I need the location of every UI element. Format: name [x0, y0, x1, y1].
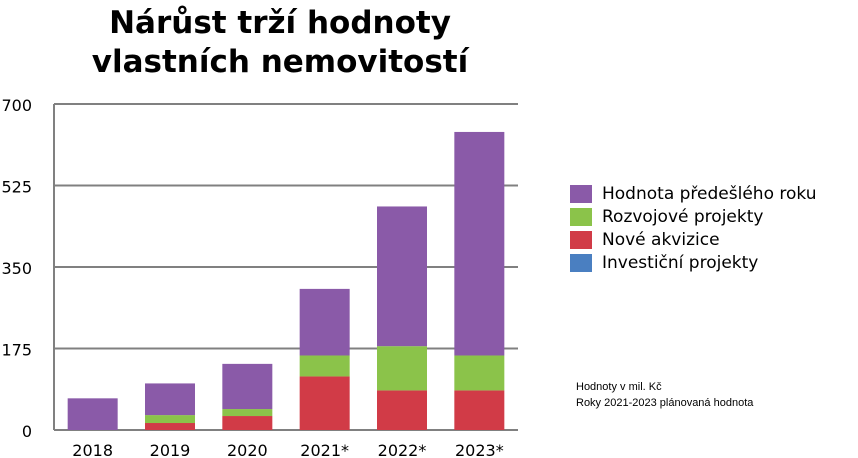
- bar-segment: [145, 423, 195, 430]
- bar-segment: [299, 355, 350, 377]
- x-tick-label: 2019: [150, 441, 191, 458]
- x-tick-label: 2022*: [378, 441, 427, 458]
- legend-item: Hodnota předešlého roku: [570, 182, 816, 205]
- bar-segment: [377, 346, 427, 391]
- legend-swatch: [570, 207, 592, 226]
- legend-swatch: [570, 230, 592, 249]
- bar-segment: [145, 383, 195, 416]
- legend-label: Investiční projekty: [602, 252, 759, 273]
- chart-legend: Hodnota předešlého roku Rozvojové projek…: [570, 182, 816, 274]
- chart-title-line-1: Nárůst trží hodnoty: [109, 5, 451, 41]
- legend-label: Hodnota předešlého roku: [602, 183, 817, 204]
- x-tick-label: 2018: [72, 441, 113, 458]
- bar-segment: [454, 390, 505, 430]
- x-tick-label: 2021*: [300, 441, 349, 458]
- legend-label: Nové akvizice: [602, 229, 720, 250]
- y-tick-label: 700: [1, 96, 32, 115]
- x-tick-label: 2020: [227, 441, 268, 458]
- bar-segment: [145, 415, 195, 424]
- note-planned-years: Roky 2021-2023 plánovaná hodnota: [576, 397, 754, 409]
- legend-swatch: [570, 184, 592, 203]
- bar-segment: [299, 376, 350, 430]
- bar-segment: [222, 416, 273, 430]
- bar-segment: [67, 398, 118, 430]
- bar-segment: [454, 355, 505, 391]
- legend-item: Investiční projekty: [570, 251, 816, 274]
- bar-segment: [377, 206, 427, 347]
- bar-segment: [377, 390, 427, 430]
- chart-title: Nárůst trží hodnoty vlastních nemovitost…: [20, 4, 540, 82]
- y-tick-label: 350: [1, 259, 32, 278]
- bar-segment: [222, 409, 273, 417]
- y-tick-label: 0: [22, 422, 32, 441]
- chart-title-line-2: vlastních nemovitostí: [91, 44, 469, 80]
- bar-segment: [299, 288, 350, 356]
- legend-label: Rozvojové projekty: [602, 206, 764, 227]
- legend-swatch: [570, 253, 592, 272]
- y-tick-label: 175: [1, 341, 32, 360]
- y-tick-label: 525: [1, 178, 32, 197]
- bar-segment: [222, 363, 273, 410]
- note-units: Hodnoty v mil. Kč: [576, 381, 662, 393]
- x-tick-label: 2023*: [455, 441, 504, 458]
- legend-item: Nové akvizice: [570, 228, 816, 251]
- bar-segment: [454, 131, 505, 356]
- chart-notes: Hodnoty v mil. Kč Roky 2021-2023 plánova…: [576, 379, 753, 411]
- legend-item: Rozvojové projekty: [570, 205, 816, 228]
